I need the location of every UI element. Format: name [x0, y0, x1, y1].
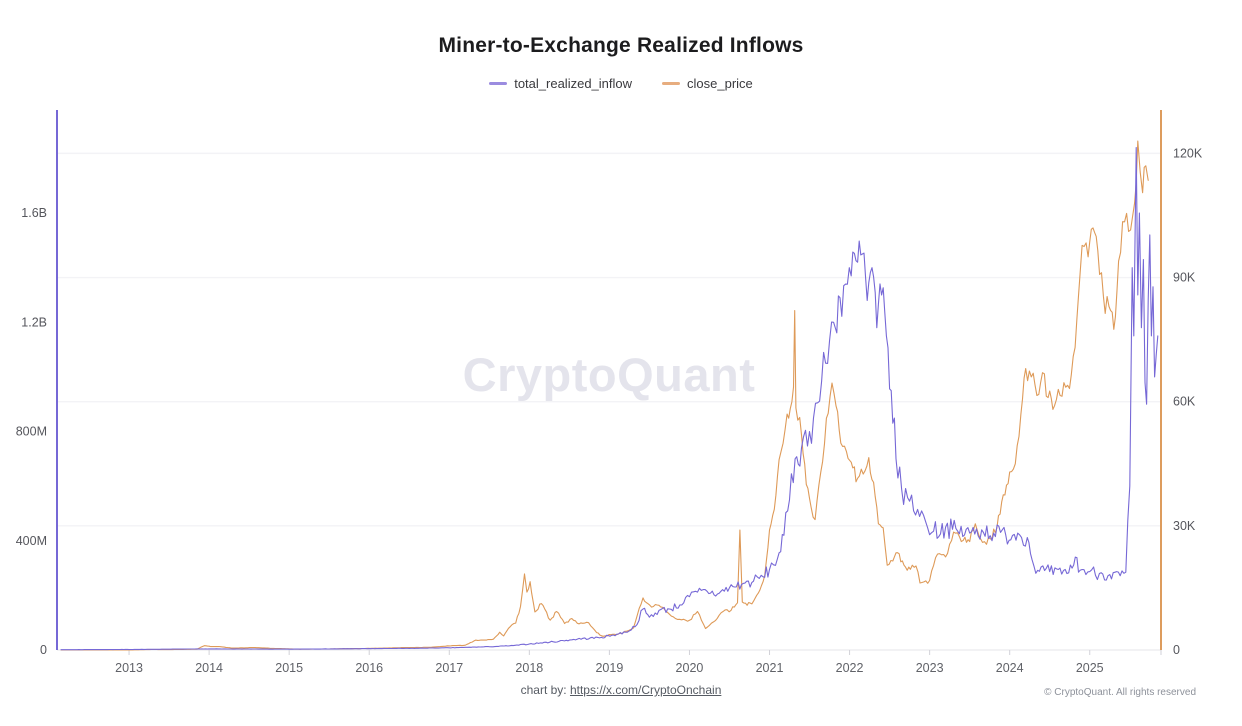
left-axis-tick-label: 800M: [16, 425, 47, 439]
left-axis-tick-label: 1.2B: [21, 315, 47, 329]
legend-label: total_realized_inflow: [514, 76, 633, 91]
page-title: Miner-to-Exchange Realized Inflows: [438, 34, 804, 57]
attribution-link[interactable]: https://x.com/CryptoOnchain: [569, 683, 722, 697]
copyright-notice: © CryptoQuant. All rights reserved: [1044, 687, 1196, 698]
x-axis-tick-label: 2016: [355, 661, 383, 675]
x-axis-tick-label: 2019: [595, 661, 623, 675]
x-axis-tick-label: 2013: [115, 661, 143, 675]
x-axis-tick-label: 2014: [195, 661, 223, 675]
x-axis-tick-label: 2023: [916, 661, 944, 675]
x-axis-tick-label: 2022: [836, 661, 864, 675]
right-axis-tick-label: 60K: [1173, 395, 1196, 409]
right-axis-tick-label: 90K: [1173, 271, 1196, 285]
series-close_price: [60, 140, 1149, 651]
price-series-swatch-icon: [662, 82, 681, 85]
x-axis-tick-label: 2021: [756, 661, 784, 675]
right-axis-tick-label: 30K: [1173, 519, 1196, 533]
series-total_realized_inflow: [60, 146, 1159, 651]
right-axis-tick-label: 0: [1173, 643, 1180, 657]
legend-item-close-price: close_price: [662, 76, 753, 91]
right-axis-tick-label: 120K: [1173, 146, 1203, 160]
x-axis-tick-label: 2018: [515, 661, 543, 675]
cryptoquant-watermark: CryptoQuant: [462, 347, 756, 401]
inflow-series-swatch-icon: [489, 82, 508, 85]
x-axis-tick-label: 2020: [676, 661, 704, 675]
x-axis-tick-label: 2017: [435, 661, 463, 675]
chart-attribution: chart by: https://x.com/CryptoOnchain: [0, 683, 1242, 697]
chart-by-label: chart by:: [520, 683, 570, 697]
left-axis-tick-label: 1.6B: [21, 206, 47, 220]
legend-label: close_price: [687, 76, 753, 91]
chart-legend: total_realized_inflow close_price: [0, 76, 1242, 91]
x-axis-tick-label: 2015: [275, 661, 303, 675]
left-axis-tick-label: 400M: [16, 534, 47, 548]
x-axis-tick-label: 2024: [996, 661, 1024, 675]
legend-item-total-realized-inflow: total_realized_inflow: [489, 76, 632, 91]
x-axis-tick-label: 2025: [1076, 661, 1104, 675]
left-axis-tick-label: 0: [40, 643, 47, 657]
